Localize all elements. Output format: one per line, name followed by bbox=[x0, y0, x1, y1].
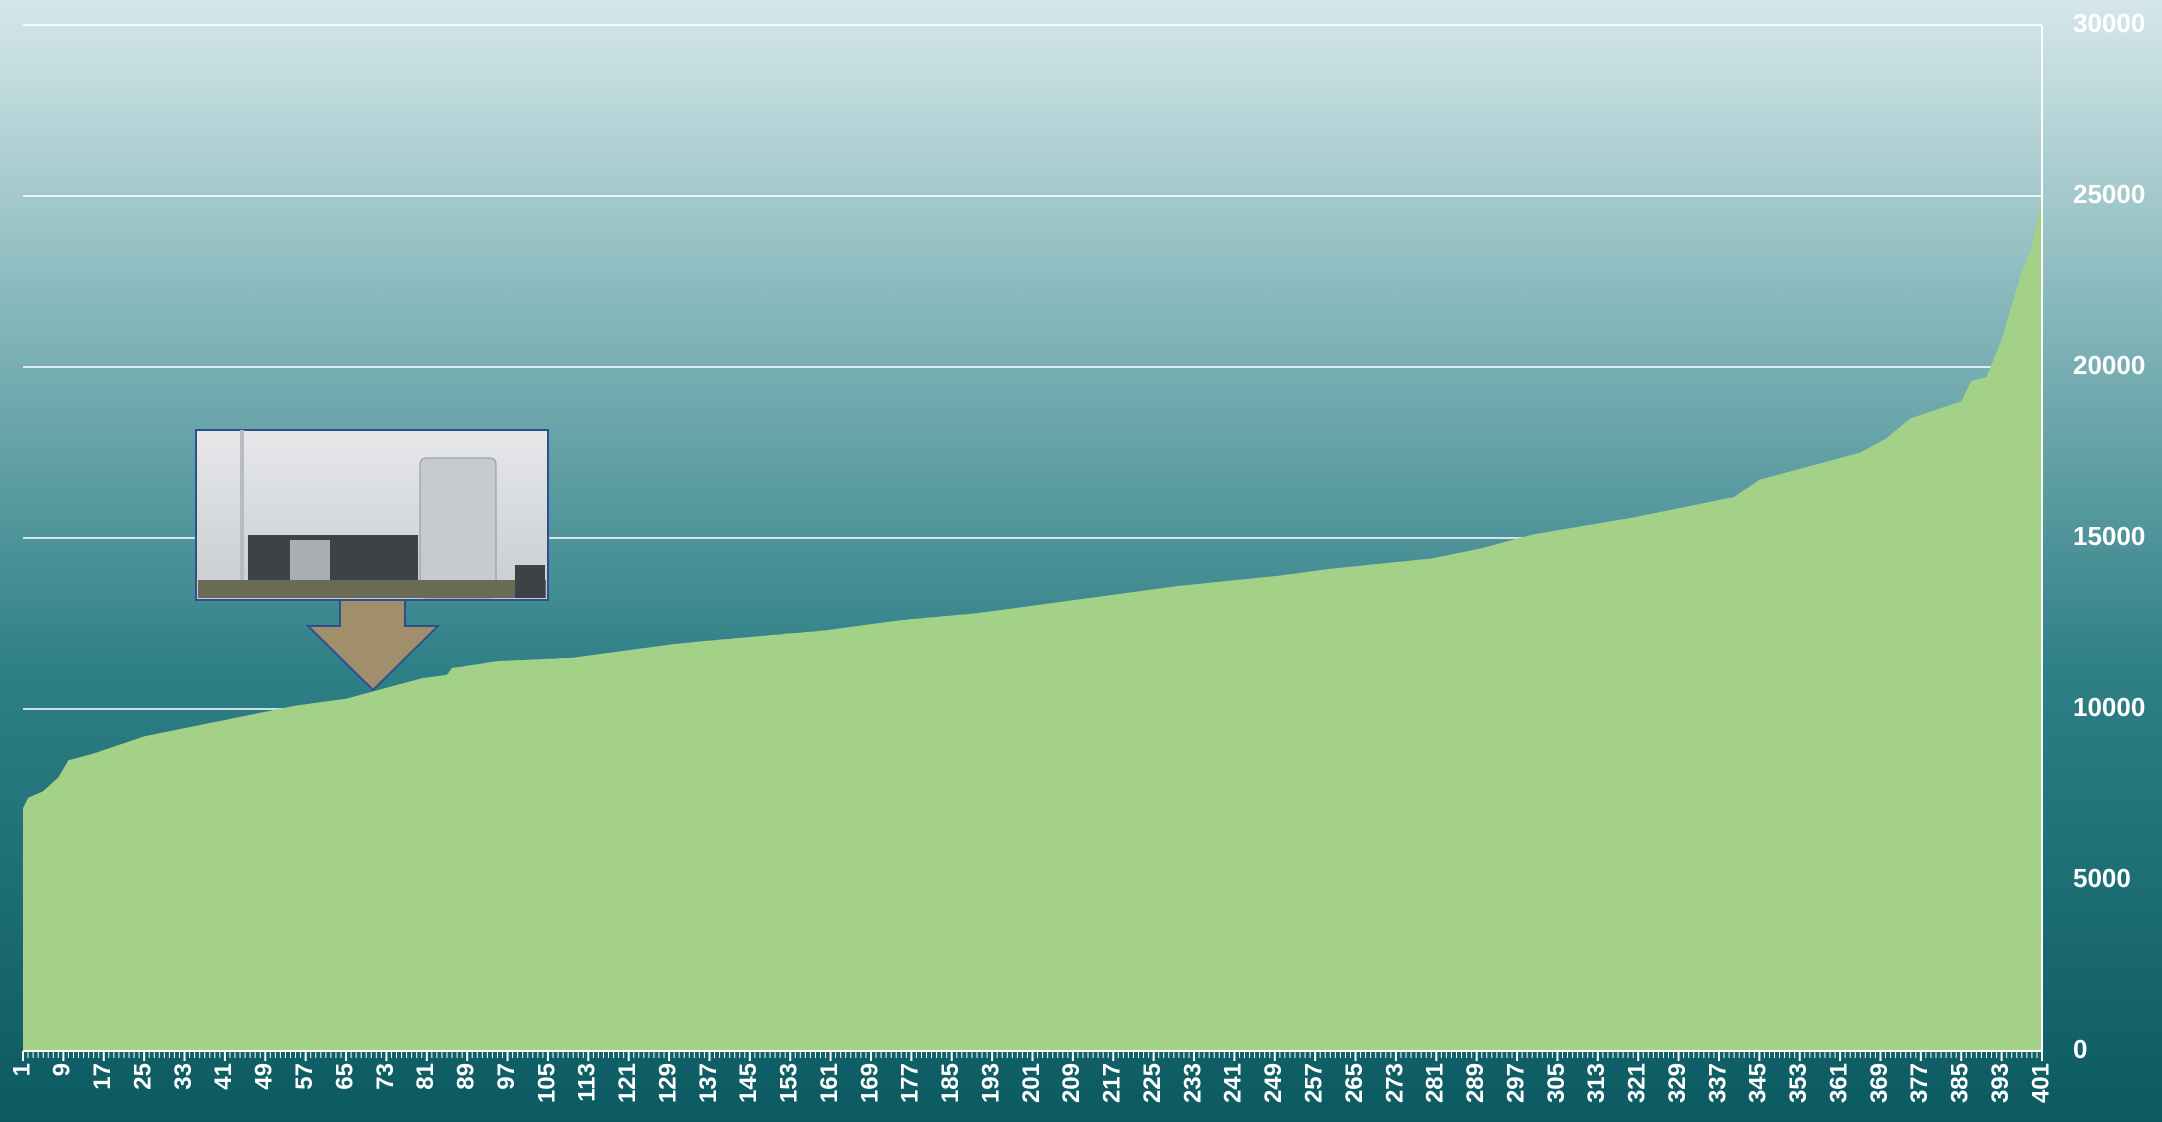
x-tick-label: 209 bbox=[1058, 1063, 1085, 1103]
x-tick-label: 377 bbox=[1906, 1063, 1933, 1103]
x-tick-label: 89 bbox=[453, 1063, 480, 1090]
x-tick-label: 241 bbox=[1220, 1063, 1247, 1103]
x-tick-label: 257 bbox=[1301, 1063, 1328, 1103]
x-tick-label: 49 bbox=[251, 1063, 278, 1090]
photo-ground bbox=[198, 580, 546, 598]
y-tick-label: 15000 bbox=[2073, 521, 2145, 551]
x-tick-label: 9 bbox=[49, 1063, 76, 1076]
x-tick-label: 361 bbox=[1825, 1063, 1852, 1103]
y-tick-label: 20000 bbox=[2073, 350, 2145, 380]
x-tick-label: 401 bbox=[2027, 1063, 2054, 1103]
x-tick-label: 153 bbox=[776, 1063, 803, 1103]
x-tick-label: 321 bbox=[1624, 1063, 1651, 1103]
x-tick-label: 313 bbox=[1583, 1063, 1610, 1103]
axes: 0 5000 10000 15000 20000 25000 30000 1 9 17 25 33 41… bbox=[8, 8, 2145, 1103]
x-tick-label: 201 bbox=[1018, 1063, 1045, 1103]
x-tick-label: 305 bbox=[1543, 1063, 1570, 1103]
x-tick-label: 97 bbox=[493, 1063, 520, 1090]
x-tick-label: 385 bbox=[1947, 1063, 1974, 1103]
x-tick-label: 25 bbox=[129, 1063, 156, 1090]
x-tick-label: 105 bbox=[533, 1063, 560, 1103]
y-tick-label: 5000 bbox=[2073, 863, 2131, 893]
x-tick-label: 113 bbox=[574, 1063, 601, 1102]
x-tick-label: 233 bbox=[1179, 1063, 1206, 1103]
x-tick-label: 1 bbox=[8, 1063, 35, 1076]
y-tick-label: 10000 bbox=[2073, 692, 2145, 722]
x-tick-label: 249 bbox=[1260, 1063, 1287, 1103]
x-tick-label: 353 bbox=[1785, 1063, 1812, 1103]
x-tick-label: 57 bbox=[291, 1063, 318, 1090]
x-tick-label: 17 bbox=[89, 1063, 116, 1090]
x-tick-label: 185 bbox=[937, 1063, 964, 1103]
x-tick-label: 289 bbox=[1462, 1063, 1489, 1103]
arrow bbox=[305, 599, 441, 692]
x-tick-label: 217 bbox=[1099, 1063, 1126, 1103]
x-tick-label: 161 bbox=[816, 1063, 843, 1103]
x-tick-label: 73 bbox=[372, 1063, 399, 1090]
y-tick-label: 25000 bbox=[2073, 179, 2145, 209]
photo-hut bbox=[515, 565, 545, 598]
x-tick-label: 345 bbox=[1745, 1063, 1772, 1103]
x-tick-label: 81 bbox=[412, 1063, 439, 1090]
x-tick-label: 225 bbox=[1139, 1063, 1166, 1103]
x-tick-label: 129 bbox=[654, 1063, 681, 1103]
x-tick-label: 393 bbox=[1987, 1063, 2014, 1103]
y-tick-label: 30000 bbox=[2073, 8, 2145, 38]
x-tick-label: 281 bbox=[1422, 1063, 1449, 1103]
x-tick-label: 65 bbox=[331, 1063, 358, 1090]
x-tick-label: 193 bbox=[977, 1063, 1004, 1103]
x-tick-label: 265 bbox=[1341, 1063, 1368, 1103]
x-tick-label: 329 bbox=[1664, 1063, 1691, 1103]
plot-area bbox=[23, 196, 2042, 1051]
photo-inset bbox=[195, 429, 549, 692]
x-tick-label: 41 bbox=[210, 1063, 237, 1090]
x-tick-label: 121 bbox=[614, 1063, 641, 1103]
x-tick-label: 177 bbox=[897, 1063, 924, 1103]
x-tick-label: 169 bbox=[856, 1063, 883, 1103]
photo-pole bbox=[240, 430, 244, 598]
x-tick-label: 297 bbox=[1502, 1063, 1529, 1103]
x-tick-label: 137 bbox=[695, 1063, 722, 1103]
x-tick-label: 273 bbox=[1381, 1063, 1408, 1103]
area bbox=[23, 196, 2042, 1051]
x-tick-label: 145 bbox=[735, 1063, 762, 1103]
x-tick-label: 33 bbox=[170, 1063, 197, 1090]
x-tick-label: 337 bbox=[1704, 1063, 1731, 1103]
x-tick-label: 369 bbox=[1866, 1063, 1893, 1103]
photo-silo bbox=[419, 457, 497, 599]
y-tick-label: 0 bbox=[2073, 1034, 2087, 1064]
